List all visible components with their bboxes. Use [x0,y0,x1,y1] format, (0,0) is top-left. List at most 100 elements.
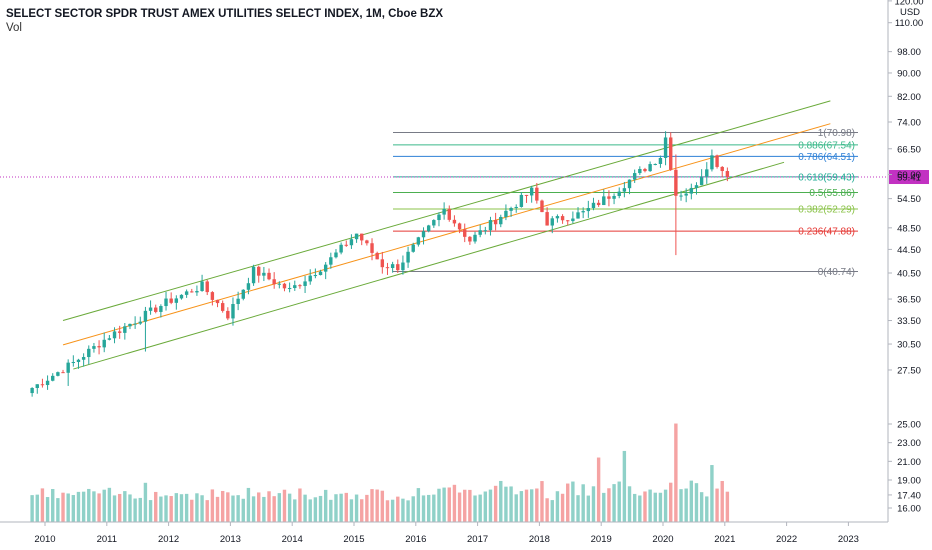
candle-body [195,290,199,293]
candlesticks [30,131,730,397]
fib-level-label: 0.382(52.29) [798,204,855,215]
candle-body [617,191,621,196]
candle-body [715,155,719,167]
candle-body [226,310,230,319]
candle-body [396,264,400,271]
candle-body [205,281,209,293]
volume-bar [277,493,282,522]
y-tick-label: 54.50 [897,194,921,205]
candle-body [416,237,421,245]
volume-bar [92,491,96,522]
fib-level-label: 0.236(47.88) [798,227,855,238]
candle-body [56,372,60,376]
volume-bar [426,494,431,522]
candle-body [514,206,518,208]
volume-bar [40,488,45,522]
candle-body [339,244,343,253]
candle-body [128,323,132,327]
volume-bar [669,482,673,522]
candle-body [71,362,76,364]
candle-body [61,372,65,374]
candle-body [159,306,163,312]
volume-bar [545,498,549,522]
y-tick-label: 40.50 [897,269,921,280]
last-price-label: 59.41 [897,173,921,184]
x-tick-label: 2017 [467,534,488,545]
candle-body [148,307,153,311]
candle-body [555,216,560,219]
volume-bar [365,494,369,522]
candle-body [200,281,204,291]
channel-median-line [62,123,831,346]
candle-body [370,243,374,253]
candle-body [473,234,477,242]
candle-body [154,307,158,312]
volume-bar [524,489,529,522]
candle-body [452,219,457,224]
candle-body [643,168,647,172]
volume-bar [61,492,65,522]
volume-bar [488,489,493,522]
volume-bar [555,491,560,522]
volume-bar [272,496,276,522]
candle-body [35,384,39,388]
volume-bar [504,486,508,522]
candle-body [411,244,415,252]
candle-body [318,271,323,276]
y-tick-label: 23.00 [897,438,921,449]
candle-body [293,285,297,289]
candle-body [344,244,348,246]
volume-bar [560,493,565,522]
candle-body [123,326,127,333]
last-price-badge [889,170,929,185]
fib-level-label: 0.618(59.43) [798,172,855,183]
volume-bar [179,494,184,522]
y-tick-label: 25.00 [897,420,921,431]
candle-body [560,216,565,221]
volume-bar [535,488,539,522]
candle-body [112,331,117,339]
candle-body [493,220,498,225]
volume-bar [329,499,333,522]
volume-bar [210,489,215,522]
x-tick-label: 2020 [652,534,673,545]
candle-body [117,331,122,333]
volume-bar [257,492,261,522]
volume-bar [226,492,230,522]
volume-bar [344,492,348,522]
x-tick-label: 2013 [220,534,241,545]
candle-body [669,137,673,170]
volume-bar [648,489,652,522]
candle-body [684,193,688,196]
candle-body [169,298,173,303]
volume-bar [396,496,400,522]
volume-bar [313,497,318,522]
candle-body [287,288,292,290]
candle-body [329,257,333,265]
volume-bar [87,488,91,522]
volume-bar [97,493,101,522]
y-tick-label: 60.00 [897,170,921,181]
candle-body [354,233,359,240]
candle-body [360,233,364,241]
y-tick-label: 33.50 [897,316,921,327]
volume-bar [571,481,575,522]
candle-body [699,176,704,186]
volume-bar [195,493,199,522]
volume-bar [674,423,678,522]
fib-level-label: 0.5(55.86) [809,188,855,199]
candle-body [596,202,601,206]
candle-body [184,291,189,295]
volume-bar [318,495,323,522]
volume-bar [66,493,70,522]
volume-bar [148,500,153,522]
volume-bar [715,488,719,522]
volume-bar [380,490,385,522]
y-tick-label: 36.50 [897,295,921,306]
candle-body [468,236,472,242]
candle-body [627,179,632,189]
volume-bar [622,450,627,522]
volume-bar [483,491,488,522]
candle-body [282,283,287,289]
